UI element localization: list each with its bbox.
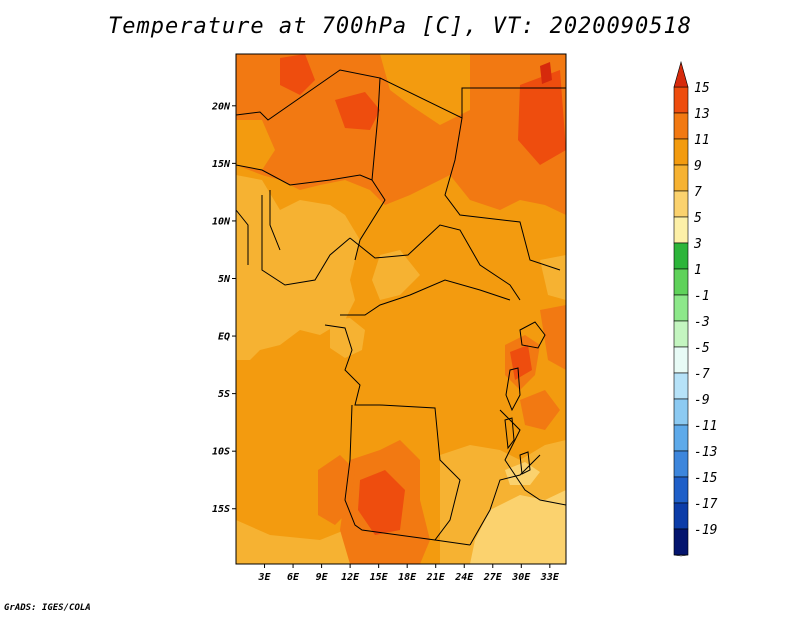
colorbar-level-label: -3 (694, 315, 710, 330)
colorbar-bottom-arrow (673, 554, 689, 557)
map-frame (235, 53, 567, 565)
colorbar-level-label: -15 (694, 471, 718, 486)
colorbar-swatch (673, 346, 689, 374)
field-region-7-9-gabon (330, 318, 365, 358)
x-tick-label: 9E (316, 572, 329, 583)
colorbar-level-label: 13 (694, 107, 710, 122)
grads-credit: GrADS: IGES/COLA (4, 603, 91, 613)
temperature-field (236, 54, 566, 564)
colorbar-swatch (673, 164, 689, 192)
colorbar-swatch (673, 138, 689, 166)
colorbar-swatch (673, 398, 689, 426)
colorbar-level-label: -9 (694, 393, 710, 408)
field-region-13-15-b (335, 92, 380, 130)
x-tick-label: 24E (454, 572, 474, 583)
y-tick-label: 10N (212, 216, 231, 227)
y-tick-label: EQ (218, 332, 230, 343)
colorbar: 15 13 11 9 7 5 3 1 -1 -3 -5 -7 -9 -11 -13 -15 -17 -19 (673, 60, 718, 557)
colorbar-swatch (673, 476, 689, 504)
field-region-7-9-congo (372, 250, 420, 300)
colorbar-swatch (673, 450, 689, 478)
x-tick-label: 27E (483, 572, 503, 583)
colorbar-swatch (673, 294, 689, 322)
x-tick-label: 33E (540, 572, 560, 583)
y-tick-label: 5N (218, 274, 231, 285)
colorbar-swatch (673, 320, 689, 348)
colorbar-level-label: -17 (694, 497, 718, 512)
colorbar-swatch (673, 216, 689, 244)
field-region-13-15-f (540, 62, 552, 84)
field-region-11-13-se (520, 390, 560, 430)
y-axis: 20N 15N 10N 5N EQ 5S 10S 15S (211, 101, 236, 515)
field-region-13-15-e (510, 345, 532, 380)
x-tick-label: 3E (258, 572, 272, 583)
colorbar-level-label: -19 (694, 523, 717, 538)
field-region-5-7 (470, 490, 566, 564)
x-tick-label: 15E (370, 572, 389, 583)
field-region-11-13-sahel-west (236, 120, 275, 170)
chart-title: Temperature at 700hPa [C], VT: 202009051… (107, 14, 693, 39)
y-tick-label: 5S (218, 389, 230, 400)
colorbar-swatch (673, 268, 689, 296)
field-region-7-9-west (236, 175, 360, 360)
field-region-11-13-north-light (380, 54, 470, 125)
colorbar-level-label: 15 (694, 81, 710, 96)
y-tick-label: 15S (212, 504, 230, 515)
colorbar-level-label: 5 (694, 211, 702, 226)
colorbar-swatch (673, 112, 689, 140)
field-region-11-13-namib (318, 455, 355, 525)
colorbar-level-label: -7 (694, 367, 710, 382)
field-region-7-9-south (236, 520, 360, 564)
field-region-13-15-c (518, 70, 566, 165)
colorbar-level-label: 1 (694, 263, 702, 278)
x-tick-label: 30E (511, 572, 531, 583)
colorbar-level-label: 3 (693, 237, 702, 252)
x-tick-label: 12E (341, 572, 360, 583)
field-region-7-9-east (540, 255, 566, 300)
lakes (504, 321, 546, 475)
y-tick-label: 20N (211, 101, 231, 112)
colorbar-swatch (673, 372, 689, 400)
colorbar-level-label: -1 (694, 289, 710, 304)
y-tick-label: 10S (212, 447, 230, 458)
colorbar-top-arrow (673, 60, 689, 88)
colorbar-swatch (673, 86, 689, 114)
x-tick-label: 21E (426, 572, 446, 583)
colorbar-level-label: 7 (694, 185, 702, 200)
x-axis: 3E 6E 9E 12E 15E 18E 21E 24E 27E 30E 33E (258, 564, 560, 583)
colorbar-swatch (673, 502, 689, 530)
y-tick-label: 15N (212, 159, 231, 170)
colorbar-swatch (673, 190, 689, 218)
colorbar-swatch (673, 424, 689, 452)
colorbar-level-label: -11 (694, 419, 717, 434)
colorbar-level-label: 11 (694, 133, 710, 148)
colorbar-level-label: -5 (694, 341, 710, 356)
country-borders (236, 69, 566, 546)
colorbar-swatch (673, 242, 689, 270)
x-tick-label: 6E (287, 572, 300, 583)
colorbar-level-label: -13 (694, 445, 717, 460)
x-tick-label: 18E (398, 572, 417, 583)
colorbar-swatch (673, 528, 689, 556)
field-region-13-15-d (358, 470, 405, 535)
colorbar-level-label: 9 (694, 159, 702, 174)
field-region-13-15-a (280, 54, 315, 95)
field-region-11-13-kenya (540, 305, 566, 370)
field-region-11-13-sahara (236, 54, 566, 215)
